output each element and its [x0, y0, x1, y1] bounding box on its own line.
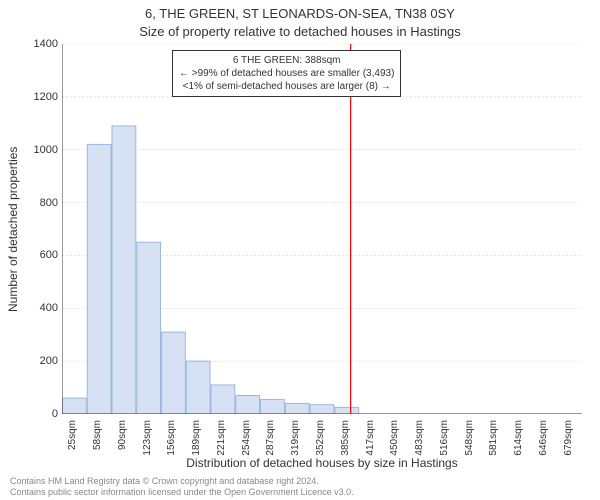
chart-container: 6, THE GREEN, ST LEONARDS-ON-SEA, TN38 0… [0, 0, 600, 500]
histogram-bar [285, 403, 309, 414]
x-tick-label: 581sqm [488, 420, 502, 456]
histogram-bar [261, 399, 285, 414]
x-tick-label: 58sqm [92, 420, 106, 450]
x-tick-label: 156sqm [166, 420, 180, 456]
histogram-bar [137, 242, 161, 414]
x-tick-label: 614sqm [513, 420, 527, 456]
x-tick-label: 516sqm [439, 420, 453, 456]
x-tick-label: 417sqm [365, 420, 379, 456]
x-tick-label: 646sqm [538, 420, 552, 456]
histogram-bar [310, 405, 334, 414]
y-tick-label: 200 [8, 355, 58, 367]
annotation-line1: 6 THE GREEN: 388sqm [179, 54, 394, 67]
histogram-bar [162, 332, 186, 414]
histogram-bar [335, 407, 359, 414]
y-tick-label: 0 [8, 408, 58, 420]
x-tick-label: 90sqm [117, 420, 131, 450]
x-tick-label: 287sqm [265, 420, 279, 456]
x-tick-label: 189sqm [191, 420, 205, 456]
histogram-bar [186, 361, 210, 414]
annotation-line2: ← >99% of detached houses are smaller (3… [179, 67, 394, 80]
y-tick-label: 400 [8, 302, 58, 314]
x-tick-label: 548sqm [464, 420, 478, 456]
histogram-bar [211, 385, 235, 414]
y-tick-label: 1400 [8, 38, 58, 50]
x-axis-label: Distribution of detached houses by size … [62, 456, 582, 470]
chart-title-main: 6, THE GREEN, ST LEONARDS-ON-SEA, TN38 0… [0, 6, 600, 21]
y-tick-label: 600 [8, 249, 58, 261]
footer-line1: Contains HM Land Registry data © Crown c… [10, 476, 354, 487]
footer-line2: Contains public sector information licen… [10, 487, 354, 498]
footer-attribution: Contains HM Land Registry data © Crown c… [10, 476, 354, 498]
y-tick-label: 1000 [8, 144, 58, 156]
y-tick-label: 800 [8, 197, 58, 209]
histogram-bar [63, 398, 87, 414]
histogram-bar [236, 396, 260, 415]
annotation-box: 6 THE GREEN: 388sqm ← >99% of detached h… [172, 50, 401, 97]
x-tick-label: 483sqm [414, 420, 428, 456]
annotation-line3: <1% of semi-detached houses are larger (… [179, 80, 394, 93]
y-tick-label: 1200 [8, 91, 58, 103]
x-tick-label: 221sqm [216, 420, 230, 456]
x-tick-label: 352sqm [315, 420, 329, 456]
x-tick-label: 254sqm [241, 420, 255, 456]
histogram-bar [87, 144, 111, 414]
chart-title-sub: Size of property relative to detached ho… [0, 24, 600, 39]
x-tick-label: 123sqm [142, 420, 156, 456]
x-tick-label: 385sqm [340, 420, 354, 456]
x-tick-label: 450sqm [389, 420, 403, 456]
plot-area [62, 44, 582, 414]
x-tick-label: 25sqm [67, 420, 81, 450]
x-tick-label: 319sqm [290, 420, 304, 456]
x-tick-label: 679sqm [563, 420, 577, 456]
histogram-bar [112, 126, 136, 414]
